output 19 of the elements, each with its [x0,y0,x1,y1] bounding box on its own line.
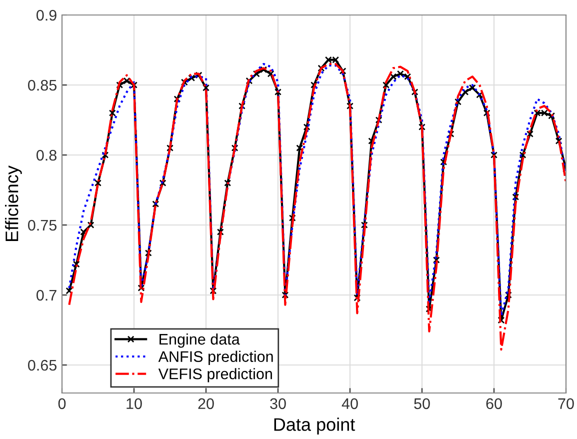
x-tick-label: 10 [126,398,142,410]
y-tick-label: 0.85 [28,80,56,91]
y-tick-label: 0.9 [36,10,56,21]
y-tick-label: 0.7 [36,290,56,301]
y-tick-label: 0.65 [28,360,56,371]
y-axis-title: Efficiency [5,166,22,241]
x-tick-label: 0 [58,398,66,410]
x-tick-label: 70 [558,398,574,410]
legend-label: Engine data [160,333,240,348]
legend-label: ANFIS prediction [158,350,273,366]
x-tick-label: 60 [486,398,502,410]
legend-label: VEFIS prediction [158,368,272,382]
x-axis-title: Data point [274,418,356,434]
x-tick-label: 20 [198,398,214,410]
y-tick-label: 0.75 [28,220,56,231]
x-tick-label: 40 [342,398,358,410]
x-tick-label: 30 [270,398,286,410]
y-tick-label: 0.8 [36,150,56,161]
x-tick-label: 50 [414,398,430,410]
